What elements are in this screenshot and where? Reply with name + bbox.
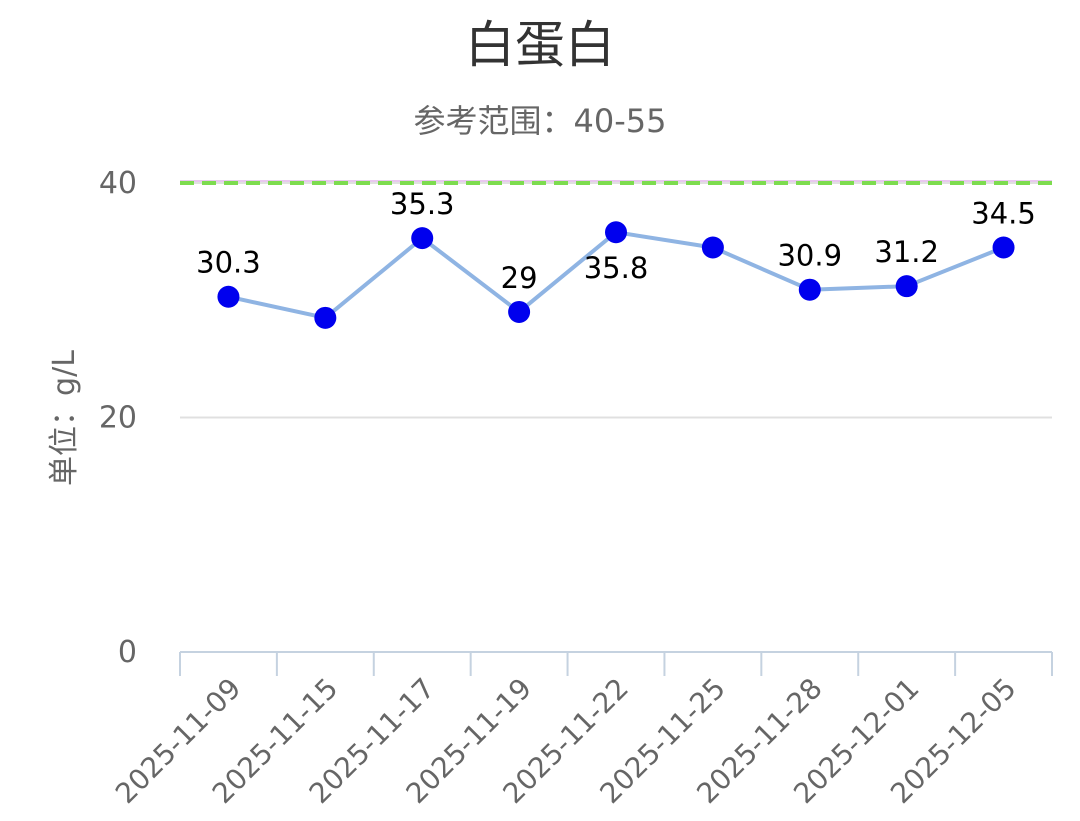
y-tick-label: 40 xyxy=(99,166,137,201)
chart-subtitle: 参考范围：40-55 xyxy=(414,102,667,140)
data-point xyxy=(508,300,531,323)
x-axis-ticks: 2025-11-092025-11-152025-11-172025-11-19… xyxy=(109,672,1023,810)
data-point xyxy=(411,227,434,250)
grid-layer xyxy=(180,182,1052,419)
data-point xyxy=(701,236,724,259)
y-tick-label: 20 xyxy=(99,401,137,436)
data-point xyxy=(314,306,337,329)
y-axis-label: 单位：g/L xyxy=(47,350,82,486)
points-layer xyxy=(217,221,1015,329)
data-label: 29 xyxy=(501,261,538,295)
x-axis xyxy=(179,651,1053,676)
data-point xyxy=(217,285,240,308)
data-label: 34.5 xyxy=(971,196,1036,230)
data-point xyxy=(895,275,918,298)
data-point xyxy=(605,221,627,244)
data-label: 31.2 xyxy=(874,235,939,269)
y-axis-ticks: 0 20 40 xyxy=(99,166,137,670)
data-point xyxy=(992,236,1015,259)
chart-title: 白蛋白 xyxy=(465,16,615,74)
data-label: 30.9 xyxy=(777,239,842,273)
y-tick-label: 0 xyxy=(118,635,137,670)
reference-layer xyxy=(180,180,1052,185)
data-point xyxy=(798,278,821,301)
data-label: 30.3 xyxy=(196,246,261,280)
data-label: 35.8 xyxy=(584,251,649,285)
data-labels-layer: 30.3 35.3 29 35.8 30.9 31.2 34.5 xyxy=(196,187,1036,295)
data-label: 35.3 xyxy=(390,187,455,221)
